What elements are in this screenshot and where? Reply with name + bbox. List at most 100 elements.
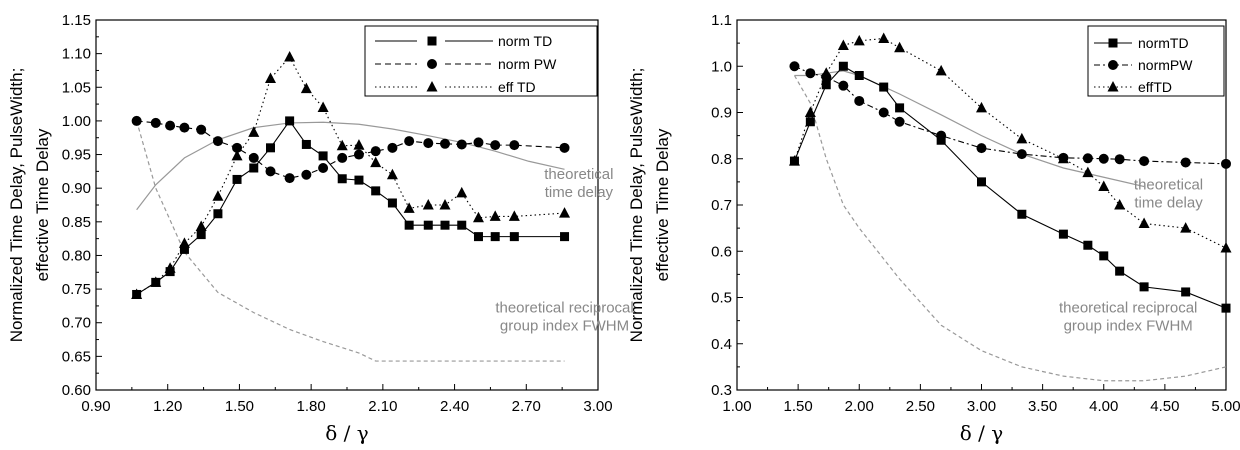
legend-marker <box>1108 60 1118 70</box>
data-point <box>805 68 816 79</box>
y-tick-label: 1.1 <box>711 12 732 29</box>
data-point <box>440 220 450 230</box>
data-point <box>489 210 501 221</box>
data-point <box>1221 303 1231 313</box>
data-point <box>559 142 570 153</box>
data-point <box>473 232 483 242</box>
data-point <box>165 120 176 131</box>
data-point <box>404 220 414 230</box>
y-axis-title: Normalized Time Delay, PulseWidth; <box>7 68 26 343</box>
data-point <box>1017 209 1027 219</box>
x-tick-label: 2.10 <box>368 398 397 415</box>
x-tick-label: 3.50 <box>1028 398 1057 415</box>
data-point <box>490 140 501 151</box>
y-tick-label: 0.60 <box>62 382 91 399</box>
data-point <box>337 174 347 184</box>
data-point <box>212 190 224 201</box>
data-point <box>195 220 207 232</box>
data-point <box>354 175 364 185</box>
data-point <box>301 139 311 149</box>
y-tick-label: 0.70 <box>62 315 91 332</box>
data-point <box>895 103 905 113</box>
x-tick-label: 1.50 <box>784 398 813 415</box>
y-tick-label: 1.10 <box>62 46 91 63</box>
annotation-text: time delay <box>1134 195 1203 212</box>
legend-marker <box>427 59 437 69</box>
data-point <box>894 116 905 127</box>
data-point <box>317 101 329 112</box>
data-point <box>439 199 451 210</box>
data-point <box>284 173 295 184</box>
data-point <box>789 61 800 72</box>
data-point <box>1016 132 1028 144</box>
x-tick-label: 1.20 <box>153 398 182 415</box>
y-tick-label: 0.85 <box>62 214 91 231</box>
data-point <box>150 117 161 128</box>
data-point <box>1098 180 1110 191</box>
data-point <box>353 139 365 150</box>
data-point <box>178 237 190 248</box>
data-point <box>249 163 259 173</box>
y-tick-label: 1.0 <box>711 58 732 75</box>
x-tick-label: 3.00 <box>967 398 996 415</box>
y-tick-label: 1.00 <box>62 113 91 130</box>
left-chart: 0.90 1.20 1.50 1.80 2.10 2.40 2.70 3.00 0.60 0.65… <box>7 12 634 445</box>
data-point <box>300 82 312 94</box>
data-point <box>936 130 947 141</box>
x-tick-label: 0.90 <box>81 398 110 415</box>
data-point <box>805 117 815 127</box>
data-point <box>196 124 207 135</box>
data-point <box>1082 166 1094 178</box>
x-tick-label: 4.00 <box>1089 398 1118 415</box>
data-point <box>440 138 451 149</box>
x-tick-label: 3.00 <box>583 398 612 415</box>
data-point <box>837 39 849 50</box>
data-point <box>1221 158 1231 169</box>
data-point <box>265 72 277 84</box>
data-point <box>490 232 500 242</box>
data-point <box>838 61 848 71</box>
data-point <box>1139 156 1150 167</box>
y-tick-label: 0.65 <box>62 348 91 365</box>
data-point <box>284 51 296 62</box>
data-point <box>804 106 816 117</box>
y-tick-label: 0.4 <box>711 336 732 353</box>
data-point <box>788 155 800 166</box>
data-point <box>1138 217 1150 228</box>
x-tick-label: 1.80 <box>297 398 326 415</box>
data-point <box>894 41 906 53</box>
data-point <box>509 232 519 242</box>
data-point <box>1016 149 1027 160</box>
data-point <box>213 209 223 219</box>
y-axis-title: effective Time Delay <box>653 128 672 281</box>
legend-box <box>364 25 598 97</box>
data-point <box>1114 154 1125 165</box>
data-point <box>164 262 176 273</box>
x-tick-label: 4.50 <box>1150 398 1179 415</box>
legend-marker <box>1108 38 1118 48</box>
data-point <box>1058 229 1068 239</box>
data-point <box>1180 157 1191 168</box>
legend-marker <box>427 36 437 46</box>
data-point <box>1181 287 1191 297</box>
data-point <box>1139 282 1149 292</box>
data-point <box>371 186 381 196</box>
data-point <box>285 116 295 126</box>
data-point <box>179 122 190 133</box>
data-point <box>456 186 468 198</box>
legend-label: normPW <box>1138 57 1193 73</box>
data-point <box>1115 266 1125 276</box>
annotation-text: time delay <box>545 184 614 201</box>
data-point <box>457 220 467 230</box>
data-point <box>976 101 987 113</box>
right-chart: 1.00 1.50 2.00 2.50 3.00 3.50 4.00 4.50 5.00 0.3 0… <box>627 12 1240 445</box>
data-point <box>232 174 242 184</box>
x-tick-label: 1.00 <box>722 398 751 415</box>
x-tick-label: 5.00 <box>1211 398 1240 415</box>
data-point <box>1220 242 1232 253</box>
annotation-text: theoretical <box>1134 177 1203 194</box>
legend: norm TD norm PW eff TD <box>364 25 598 97</box>
y-tick-label: 0.95 <box>62 147 91 164</box>
data-point <box>879 82 889 92</box>
